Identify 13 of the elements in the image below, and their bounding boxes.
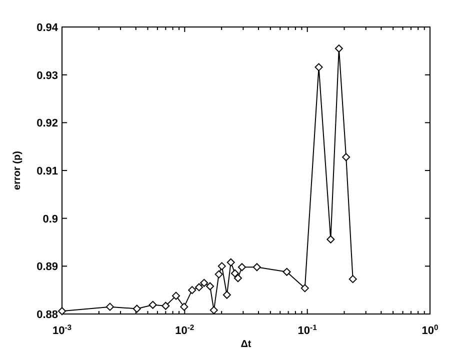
y-tick-label: 0.9 — [42, 213, 58, 226]
y-tick-label: 0.91 — [36, 166, 58, 178]
y-tick-label: 0.93 — [36, 70, 58, 82]
y-tick-label: 0.88 — [36, 309, 58, 321]
x-tick-label: 10$^{0}$ — [422, 322, 438, 337]
x-tick-label: 10$^{-3}$ — [52, 322, 72, 337]
x-axis-title: Δt — [240, 339, 252, 350]
y-axis-title: error (p) — [12, 151, 23, 190]
x-tick-label: 10$^{-1}$ — [298, 322, 318, 337]
y-tick-label: 0.92 — [36, 118, 58, 130]
y-tick-label: 0.94 — [36, 22, 59, 34]
y-tick-label: 0.89 — [36, 261, 58, 274]
x-tick-label: 10$^{-2}$ — [175, 322, 194, 337]
